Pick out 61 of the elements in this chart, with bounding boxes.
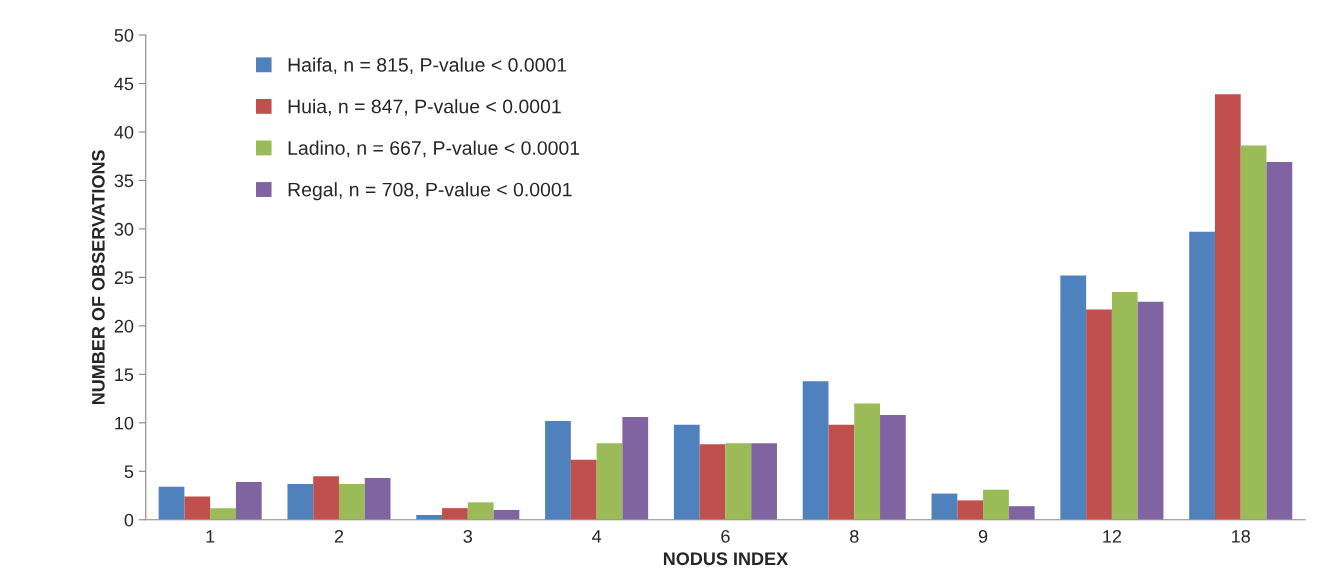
- bar: [880, 415, 906, 520]
- bar: [210, 508, 236, 520]
- bar: [931, 493, 958, 520]
- bar: [1060, 275, 1087, 520]
- bar: [1008, 506, 1035, 520]
- legend-label: Huia, n = 847, P-value < 0.0001: [288, 99, 561, 116]
- y-tick-label: 40: [114, 125, 134, 139]
- bar: [725, 443, 752, 520]
- bar: [313, 476, 339, 520]
- bar: [957, 500, 984, 520]
- bar: [338, 483, 365, 520]
- bar: [1137, 301, 1164, 520]
- x-tick-label: 12: [1103, 529, 1122, 543]
- y-tick-label: 10: [115, 416, 134, 430]
- bar: [467, 502, 494, 520]
- x-axis-title: NODUS INDEX: [663, 552, 788, 566]
- bar: [442, 508, 468, 520]
- bar: [235, 481, 262, 520]
- y-tick-label: 20: [114, 319, 134, 333]
- bar: [596, 443, 623, 520]
- bar: [1240, 145, 1267, 520]
- legend-label: Regal, n = 708, P-value < 0.0001: [288, 182, 572, 201]
- bar: [545, 420, 571, 520]
- bar: [364, 478, 391, 520]
- bar: [1086, 309, 1112, 520]
- bar: [751, 443, 777, 520]
- x-tick-label: 6: [721, 529, 730, 543]
- bar: [673, 424, 700, 520]
- y-tick-label: 50: [114, 28, 134, 42]
- bar: [699, 444, 726, 520]
- y-tick-label: 45: [114, 77, 134, 91]
- bar: [828, 424, 855, 520]
- legend-label: Ladino, n = 667, P-value < 0.0001: [288, 140, 580, 158]
- x-tick-label: 18: [1232, 529, 1250, 543]
- bar: [983, 489, 1009, 520]
- bar: [1266, 162, 1293, 520]
- y-tick-label: 5: [124, 465, 134, 479]
- y-tick-label: 30: [114, 222, 134, 236]
- bar: [158, 486, 185, 520]
- y-axis-title: NUMBER OF OBSERVATIONS: [91, 150, 105, 405]
- bar: [184, 496, 211, 520]
- bar: [1214, 94, 1241, 520]
- x-tick-label: 2: [334, 529, 344, 543]
- bar: [622, 417, 649, 520]
- x-tick-label: 8: [850, 529, 859, 543]
- bar: [1189, 231, 1215, 520]
- bar: [493, 510, 520, 520]
- legend-label: Haifa, n = 815, P-value < 0.0001: [288, 57, 567, 75]
- bar: [287, 483, 314, 520]
- bar: [1111, 291, 1138, 520]
- x-tick-label: 1: [206, 530, 215, 543]
- x-tick-label: 9: [978, 529, 988, 543]
- y-tick-label: 35: [114, 174, 134, 188]
- y-tick-label: 0: [124, 513, 134, 527]
- x-tick-label: 4: [592, 530, 602, 543]
- bar: [570, 459, 597, 520]
- y-tick-label: 25: [114, 271, 134, 285]
- bar: [802, 381, 829, 520]
- bar: [854, 403, 881, 520]
- y-tick-label: 15: [115, 368, 134, 382]
- x-tick-label: 3: [463, 529, 473, 543]
